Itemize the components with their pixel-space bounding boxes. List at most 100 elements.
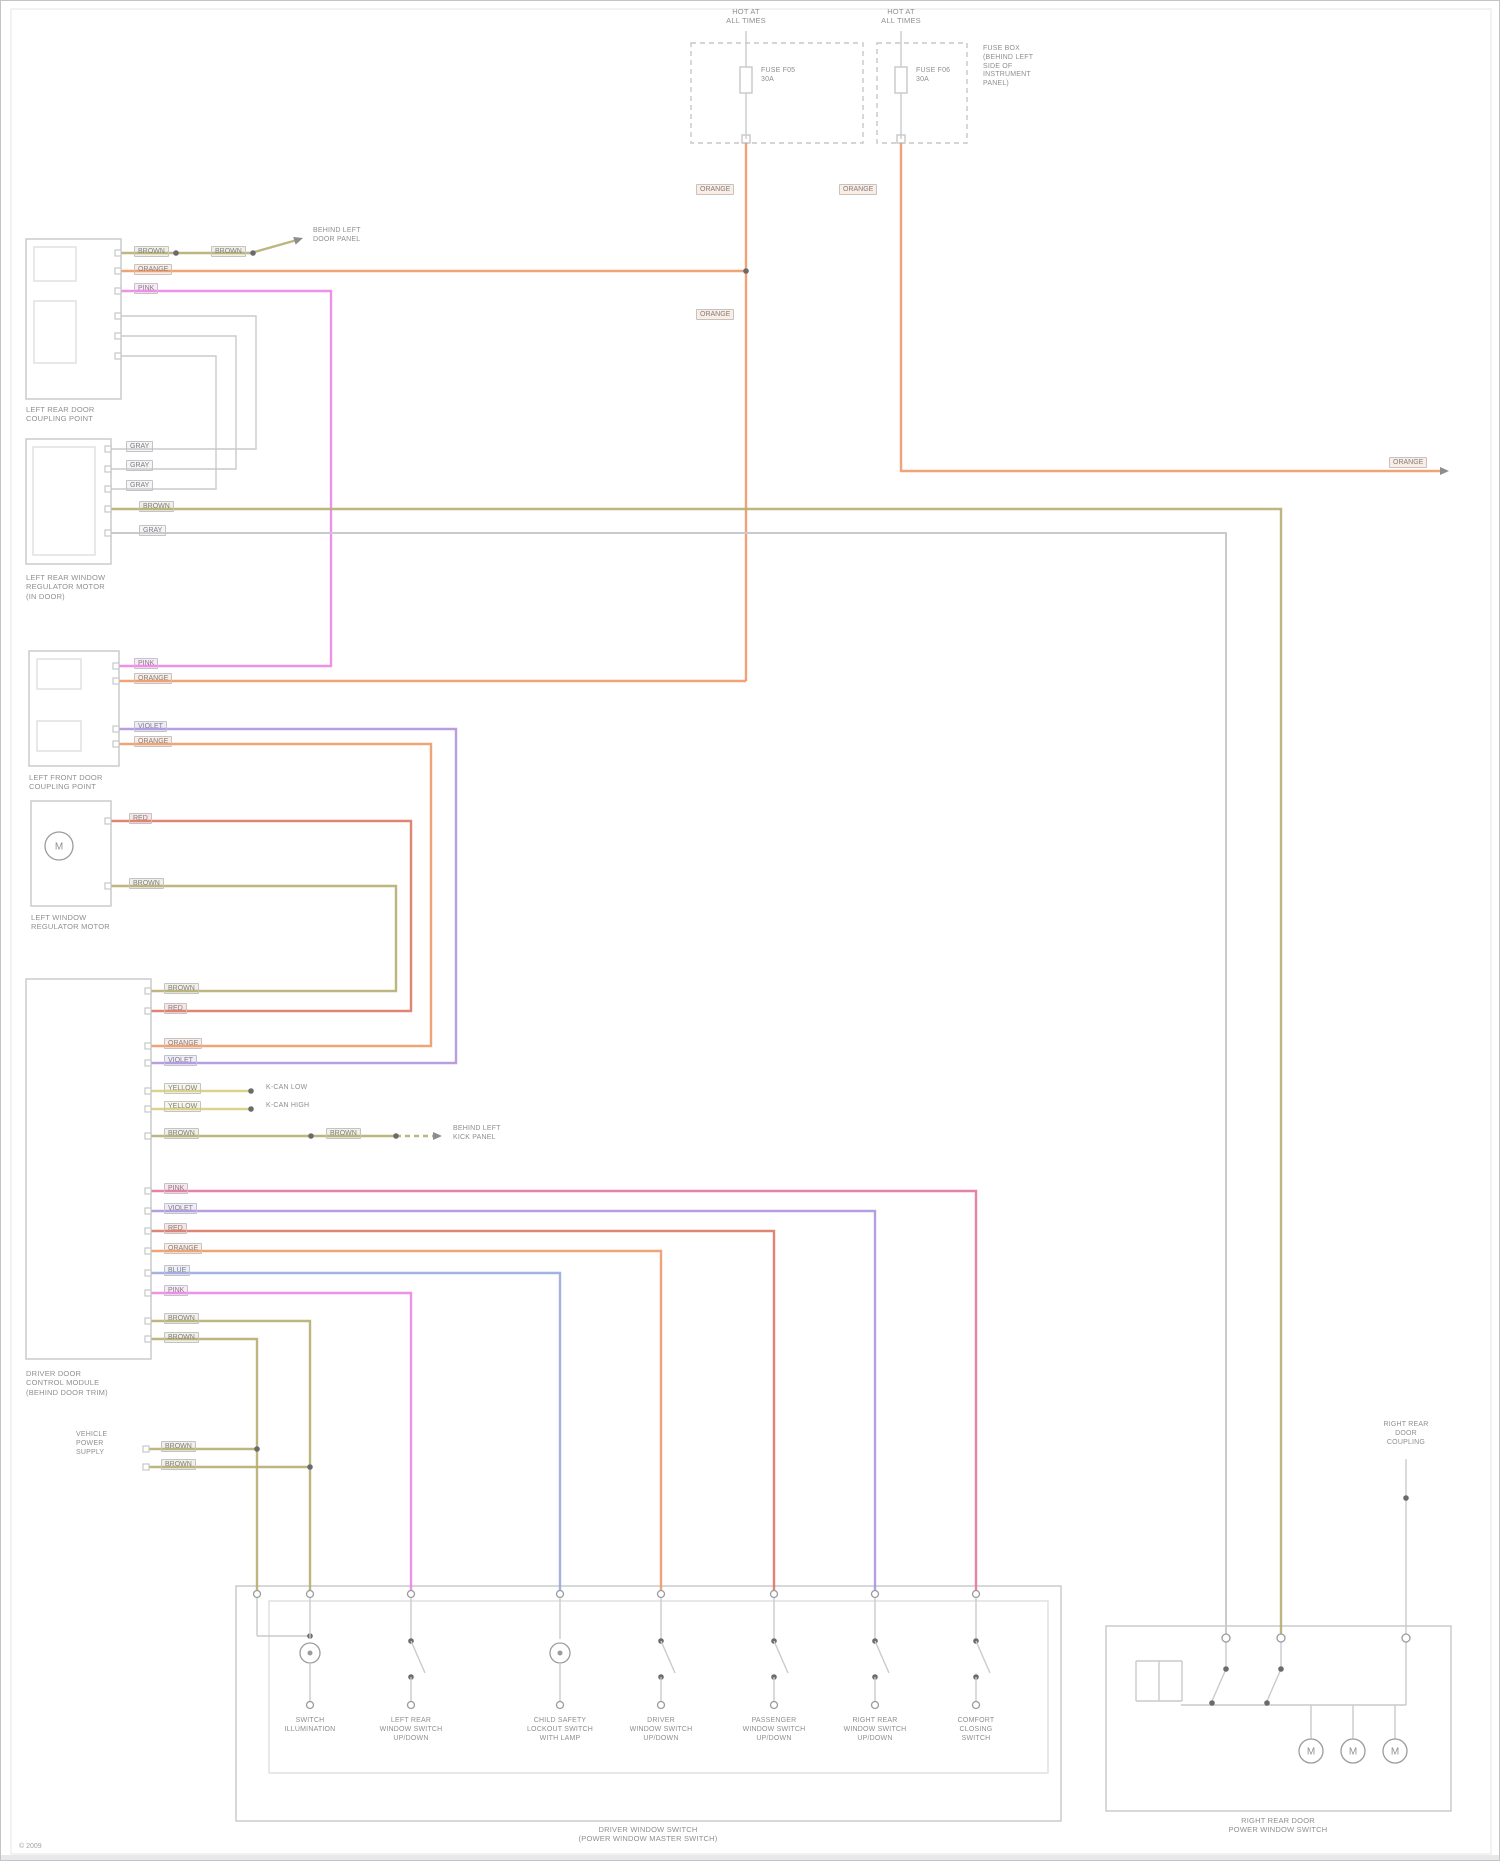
wire-arrow (1440, 467, 1449, 475)
terminal-circle (870, 1589, 880, 1599)
wire-label-brown-1: BROWN (211, 246, 246, 257)
connector-pin (114, 352, 122, 360)
wire-label-brown-0: BROWN (134, 246, 169, 257)
wire-label-orange-9: ORANGE (696, 184, 735, 195)
left-rear-door-coupling-block (25, 238, 122, 400)
fuse-box-2 (876, 42, 968, 144)
terminal-circle (555, 1700, 565, 1710)
wire-label-red-17: RED (129, 813, 152, 824)
terminal-circle (656, 1700, 666, 1710)
fuse-f06-element (894, 66, 908, 94)
connector-pin (144, 1007, 152, 1015)
left-rear-door-inner-2 (33, 300, 77, 364)
internal-wire (975, 1640, 991, 1674)
junction-dot (248, 1106, 254, 1112)
wire-gray-38 (1266, 1668, 1282, 1702)
junction-dot (1403, 1495, 1409, 1501)
wire-red-13 (111, 819, 413, 1013)
wire-arrow (433, 1132, 442, 1140)
label-switch-column-label-5: RIGHT REAR WINDOW SWITCH UP/DOWN (843, 1717, 907, 1742)
label-switch-column-label-2: CHILD SAFETY LOCKOUT SWITCH WITH LAMP (526, 1717, 594, 1742)
left-rear-door-inner-1 (33, 246, 77, 282)
wire-magenta-5 (119, 289, 333, 668)
wire-label-brown-26: BROWN (326, 1128, 361, 1139)
left-front-door-coupling-block (28, 650, 120, 767)
connector-pin (144, 1132, 152, 1140)
wire-violet-20 (151, 1209, 877, 1590)
label-fuse-f06-label: FUSE F06 30A (916, 67, 951, 83)
connector-pin (104, 817, 112, 825)
lamp-filament (307, 1650, 313, 1656)
terminal-circle (1340, 1738, 1366, 1764)
connector-pin (144, 1087, 152, 1095)
wire-blue-23 (151, 1271, 562, 1590)
left-window-motor-block (30, 800, 112, 907)
connector-pin (114, 312, 122, 320)
master-switch-box (235, 1585, 1062, 1822)
connector-pin (144, 1335, 152, 1343)
wire-label-brown-35: BROWN (161, 1441, 196, 1452)
wire-label-orange-16: ORANGE (134, 736, 173, 747)
wire-label-orange-10: ORANGE (839, 184, 878, 195)
wire-label-gray-8: GRAY (139, 525, 167, 536)
junction-dot (173, 250, 179, 256)
wire-label-orange-14: ORANGE (134, 673, 173, 684)
internal-wire (660, 1640, 676, 1674)
wire-label-brown-34: BROWN (164, 1332, 199, 1343)
connector-pin (144, 1105, 152, 1113)
left-front-door-inner-1 (36, 658, 82, 690)
junction-dot (1264, 1700, 1270, 1706)
terminal-circle (305, 1700, 315, 1710)
wire-olive-25 (151, 1319, 312, 1590)
wire-label-brown-18: BROWN (129, 878, 164, 889)
terminal-circle (555, 1589, 565, 1599)
label-note-k-can-high: K-CAN HIGH (266, 1102, 310, 1109)
wire-label-gray-4: GRAY (126, 441, 154, 452)
junction-dot (743, 268, 749, 274)
wire-arrow (293, 236, 303, 245)
left-window-motor-symbol-letter: M (55, 842, 63, 853)
rear-window-motor-1-letter: M (1307, 1747, 1315, 1758)
label-switch-column-label-3: DRIVER WINDOW SWITCH UP/DOWN (629, 1717, 693, 1742)
terminal-circle (406, 1589, 416, 1599)
terminal-circle (44, 831, 74, 861)
wire-gray-37 (1211, 1668, 1227, 1702)
terminal-circle (870, 1700, 880, 1710)
wire-olive-14 (111, 884, 398, 993)
wire-label-pink-3: PINK (134, 283, 159, 294)
wire-orange-22 (151, 1249, 663, 1590)
connector-pin (144, 987, 152, 995)
label-switch-column-label-4: PASSENGER WINDOW SWITCH UP/DOWN (742, 1717, 806, 1742)
label-rear-switch-title: RIGHT REAR DOOR POWER WINDOW SWITCH (1228, 1816, 1328, 1835)
label-right-rear-door-coupling-label: RIGHT REAR DOOR COUPLING (1383, 1421, 1429, 1446)
connector-pin (112, 725, 120, 733)
junction-dot (307, 1464, 313, 1470)
label-note-behind-left-kick-panel: BEHIND LEFT KICK PANEL (453, 1125, 501, 1141)
connector-pin (112, 677, 120, 685)
connector-pin (104, 505, 112, 513)
label-switch-column-label-6: COMFORT CLOSING SWITCH (957, 1717, 995, 1742)
terminal-circle (971, 1589, 981, 1599)
connector-pin (144, 1269, 152, 1277)
connector-pin (104, 445, 112, 453)
terminal-circle (305, 1589, 315, 1599)
wire-label-gray-5: GRAY (126, 460, 154, 471)
label-hot-at-all-times-2: HOT AT ALL TIMES (881, 7, 921, 26)
left-rear-window-motor-inner (32, 446, 96, 556)
wire-orange-12 (119, 742, 433, 1048)
rear-switch-box (1105, 1625, 1452, 1812)
junction-dot (393, 1133, 399, 1139)
left-rear-window-motor-block (25, 438, 112, 565)
wire-label-orange-21: ORANGE (164, 1038, 203, 1049)
connector-pin (142, 1445, 150, 1453)
terminal-circle (1221, 1633, 1231, 1643)
wire-violet-11 (119, 727, 458, 1065)
wire-gray-10 (111, 532, 1227, 1634)
terminal-circle (1276, 1633, 1286, 1643)
connector-pin (112, 662, 120, 670)
junction-dot (1209, 1700, 1215, 1706)
wire-gray-8 (111, 355, 217, 490)
wire-label-blue-31: BLUE (164, 1265, 191, 1276)
page-bottom-band (1, 1855, 1499, 1860)
